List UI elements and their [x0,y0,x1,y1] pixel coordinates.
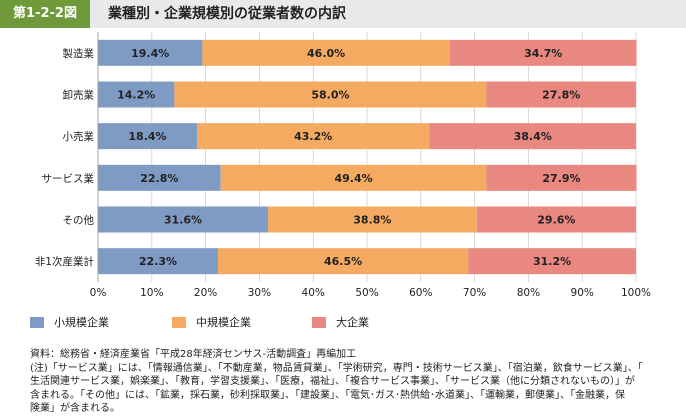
legend-swatch-medium [172,316,186,328]
category-label: 製造業 [63,47,95,60]
legend-label-large: 大企業 [336,316,369,329]
note-line: 資料：総務省・経済産業省「平成28年経済センサス-活動調査」再編加工 [30,349,357,360]
x-tick-label: 60% [409,287,432,299]
bar-segment [98,164,221,191]
bar-segment [429,123,636,150]
bar-segment [268,206,477,233]
data-label: 31.6% [164,214,202,227]
bar-segment [486,81,636,108]
note-line: 生活関連サービス業，娯楽業」、「教育，学習支援業」、「医療，福祉」、「複合サービ… [30,376,635,387]
bar-segment [468,248,636,275]
source-notes: 資料：総務省・経済産業省「平成28年経済センサス-活動調査」再編加工 (注)「サ… [30,348,670,416]
figure-header: 第1-2-2図 業種別・企業規模別の従業者数の内訳 [0,0,686,28]
bar-segment [98,206,269,233]
data-label: 22.8% [140,172,178,185]
bar-segment [98,248,218,275]
bar-segment [98,39,203,66]
figure-title: 業種別・企業規模別の従業者数の内訳 [108,6,346,22]
category-label: その他 [63,214,95,227]
bar-segment [202,39,450,66]
data-label: 22.3% [139,255,177,268]
data-label: 46.0% [307,47,345,60]
bar-segment [196,123,430,150]
x-tick-label: 70% [463,287,486,299]
x-tick-label: 10% [140,287,163,299]
data-label: 38.4% [514,130,552,143]
bar-segment [449,39,637,66]
data-label: 18.4% [128,130,166,143]
legend-item-large: 大企業 [312,314,369,330]
note-line: 含まれる。「その他」には、「鉱業，採石業，砂利採取業」、「建設業」、「電気･ガス… [30,389,625,401]
legend-label-medium: 中規模企業 [196,316,251,329]
bar-segment [174,81,487,108]
category-label: 小売業 [63,130,95,143]
bar-segment [220,164,487,191]
data-label: 38.8% [353,214,391,227]
legend-item-medium: 中規模企業 [172,314,251,330]
data-label: 34.7% [524,47,562,60]
bar-segment [486,164,637,191]
legend-label-small: 小規模企業 [54,316,109,329]
note-line: 険業」が含まれる。 [30,403,120,414]
category-label: 非1次産業計 [35,255,95,268]
stacked-bar-chart: 19.4% 46.0% 34.7% 製造業 14.2% 58.0% 27.8% 卸売業 18.4… [35,32,651,299]
note-line: (注)「サービス業」には、「情報通信業」、「不動産業，物品賃貸業」、「学術研究，… [30,362,643,374]
x-tick-label: 40% [302,287,325,299]
data-label: 49.4% [334,172,372,185]
bar-segment [476,206,636,233]
legend-item-small: 小規模企業 [30,314,109,330]
bar-segment [98,81,175,108]
legend-swatch-small [30,316,44,328]
bar-segment [98,123,197,150]
data-label: 58.0% [311,89,349,102]
data-label: 31.2% [533,255,571,268]
data-label: 46.5% [324,255,362,268]
legend-swatch-large [312,316,326,328]
x-tick-label: 30% [248,287,271,299]
x-tick-label: 100% [621,287,651,299]
x-tick-label: 50% [355,287,378,299]
x-tick-label: 90% [571,287,594,299]
figure-number: 第1-2-2図 [0,0,90,28]
data-label: 19.4% [131,47,169,60]
x-tick-label: 20% [194,287,217,299]
data-label: 14.2% [117,89,155,102]
data-label: 43.2% [294,130,332,143]
category-label: サービス業 [42,172,95,185]
bar-segment [217,248,469,275]
data-label: 27.9% [542,172,580,185]
x-tick-label: 80% [517,287,540,299]
data-label: 27.8% [542,89,580,102]
category-label: 卸売業 [63,89,95,102]
data-label: 29.6% [537,214,575,227]
x-tick-label: 0% [90,287,107,299]
